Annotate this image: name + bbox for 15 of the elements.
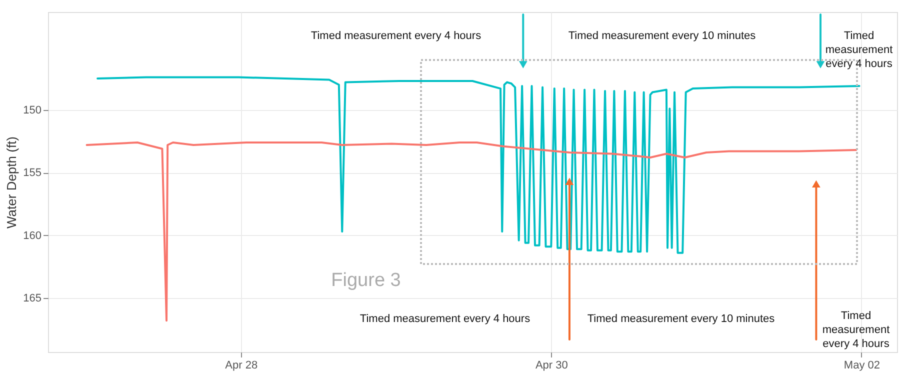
annotation: Timed measurement every 10 minutes (568, 30, 756, 42)
y-tick-label: 150 (23, 104, 42, 116)
annotation: Figure 3 (331, 270, 401, 291)
y-axis-title: Water Depth (ft) (4, 136, 20, 228)
y-tick-label: 160 (23, 230, 42, 242)
annotation: Timed measurement every 10 minutes (587, 313, 776, 325)
annotation: Timed measurement every 4 hours (822, 310, 890, 350)
annotation: Timed measurement every 4 hours (310, 30, 482, 42)
x-tick-label: Apr 28 (225, 360, 258, 372)
y-tick-label: 155 (23, 167, 42, 180)
y-tick-label: 165 (23, 292, 42, 305)
annotation: Timed measurement every 4 hours (825, 30, 893, 70)
annotation: Timed measurement every 4 hours (360, 313, 531, 325)
x-tick-label: May 02 (844, 360, 880, 372)
x-tick-label: Apr 30 (535, 360, 568, 372)
